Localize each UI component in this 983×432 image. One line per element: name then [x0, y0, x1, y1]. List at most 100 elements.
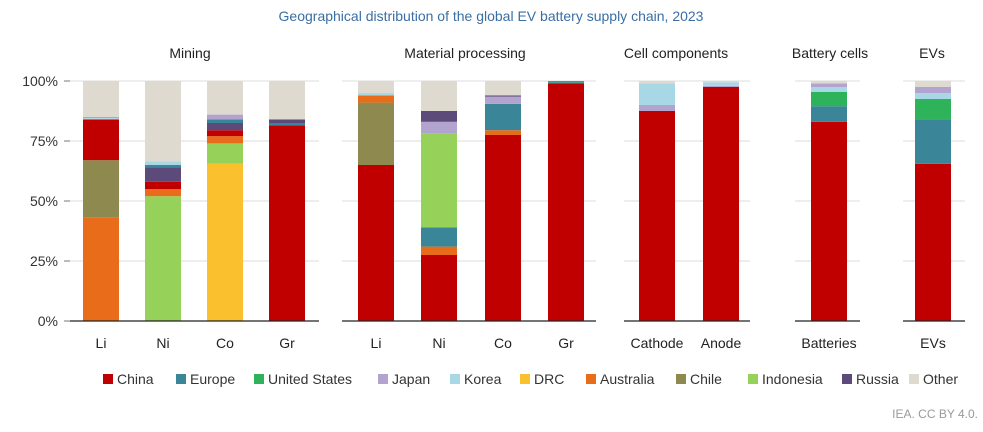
bar-segment-europe [485, 103, 521, 131]
bar-segment-russia [485, 95, 521, 97]
panel-evs: EVs EVs [903, 45, 965, 351]
chart-panels: Mining Li Ni Co Gr Material processing Li Ni Co G… [70, 45, 965, 351]
bar-segment-europe [915, 119, 951, 164]
bar-segment-russia [269, 119, 305, 123]
legend-swatch [450, 374, 460, 384]
legend-swatch [254, 374, 264, 384]
legend-swatch [909, 374, 919, 384]
bar-segment-drc [207, 163, 243, 321]
bar-segment-russia [145, 167, 181, 182]
y-tick-label: 0% [38, 313, 58, 329]
bar-segment-australia [485, 130, 521, 135]
legend-swatch [176, 374, 186, 384]
legend-item-other: Other [909, 371, 958, 387]
legend-label: Australia [600, 371, 655, 387]
bar-segment-australia [83, 217, 119, 321]
bar-segment-china [811, 121, 847, 321]
bar-anode [703, 81, 739, 321]
panel-cell-components: Cell components Cathode Anode [624, 45, 750, 351]
bar-segment-japan [421, 121, 457, 134]
bar-segment-united-states [811, 91, 847, 107]
bar-segment-other [358, 81, 394, 93]
bar-segment-australia [145, 189, 181, 197]
legend-label: Russia [856, 371, 899, 387]
bar-segment-other [485, 81, 521, 96]
bar-segment-china [915, 163, 951, 321]
legend-item-russia: Russia [842, 371, 899, 387]
legend-item-korea: Korea [450, 371, 502, 387]
y-tick-label: 100% [22, 73, 58, 89]
legend-label: United States [268, 371, 352, 387]
bar-cathode [639, 81, 675, 321]
bar-segment-china [145, 181, 181, 189]
bar-segment-china [703, 87, 739, 321]
category-label: EVs [920, 335, 946, 351]
bar-segment-japan [703, 85, 739, 87]
bar-segment-korea [703, 82, 739, 86]
legend-swatch [842, 374, 852, 384]
category-label: Ni [432, 335, 445, 351]
bar-segment-china [83, 119, 119, 161]
category-label: Li [371, 335, 382, 351]
bar-segment-australia [358, 95, 394, 103]
legend-item-china: China [103, 371, 154, 387]
bar-gr [269, 81, 305, 322]
bar-segment-korea [639, 83, 675, 105]
bar-segment-japan [639, 105, 675, 111]
bar-segment-chile [83, 160, 119, 218]
legend-item-europe: Europe [176, 371, 235, 387]
bar-li [83, 81, 119, 321]
bar-segment-other [421, 81, 457, 111]
bar-gr [548, 81, 584, 322]
category-label: Co [216, 335, 234, 351]
bar-segment-korea [915, 93, 951, 99]
bar-segment-japan [207, 114, 243, 120]
bar-segment-indonesia [207, 143, 243, 164]
bar-segment-korea [83, 118, 119, 120]
category-label: Batteries [801, 335, 856, 351]
credit-text: IEA. CC BY 4.0. [892, 407, 978, 421]
legend-label: Korea [464, 371, 502, 387]
bar-segment-china [207, 130, 243, 137]
legend-swatch [748, 374, 758, 384]
panel-title: Material processing [404, 45, 525, 61]
bar-segment-japan [485, 96, 521, 104]
bar-segment-other [811, 81, 847, 84]
bar-segment-other [269, 81, 305, 120]
bar-segment-chile [358, 102, 394, 165]
bar-evs [915, 81, 951, 321]
legend-swatch [586, 374, 596, 384]
bar-segment-united-states [548, 81, 584, 83]
bar-segment-korea [811, 87, 847, 92]
panel-title: EVs [919, 45, 945, 61]
bar-batteries [811, 81, 847, 321]
legend-swatch [676, 374, 686, 384]
category-label: Co [494, 335, 512, 351]
bar-segment-japan [83, 117, 119, 119]
bar-segment-other [207, 81, 243, 115]
bar-segment-other [145, 81, 181, 162]
bar-segment-russia [207, 123, 243, 131]
panel-title: Mining [169, 45, 210, 61]
chart-title: Geographical distribution of the global … [279, 8, 704, 24]
bar-segment-indonesia [145, 196, 181, 321]
panel-battery-cells: Battery cells Batteries [792, 45, 868, 351]
bar-segment-australia [421, 246, 457, 255]
legend-label: Japan [392, 371, 430, 387]
legend-label: Indonesia [762, 371, 823, 387]
y-tick-label: 25% [30, 253, 58, 269]
bar-segment-china [269, 125, 305, 322]
bar-segment-china [485, 135, 521, 321]
bar-segment-china [548, 83, 584, 322]
category-label: Gr [558, 335, 574, 351]
y-axis: 0% 25% 50% 75% 100% [22, 73, 70, 329]
bar-ni [145, 81, 181, 321]
bar-co [485, 81, 521, 321]
bar-segment-europe [207, 119, 243, 123]
legend-swatch [520, 374, 530, 384]
category-label: Cathode [631, 335, 684, 351]
bar-segment-other [639, 81, 675, 84]
panel-title: Battery cells [792, 45, 868, 61]
bar-segment-china [358, 165, 394, 321]
